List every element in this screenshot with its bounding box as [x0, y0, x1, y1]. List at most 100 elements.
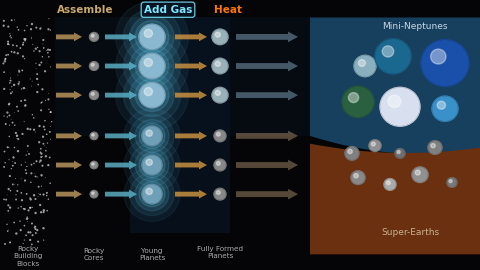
Circle shape: [124, 109, 180, 163]
Point: [47, 137, 54, 141]
Point: [2, 56, 10, 61]
Circle shape: [216, 132, 220, 136]
Circle shape: [415, 170, 420, 175]
Point: [13, 25, 21, 29]
Point: [11, 18, 18, 22]
Point: [47, 110, 54, 114]
Point: [37, 60, 45, 65]
Point: [5, 42, 13, 47]
Circle shape: [372, 142, 375, 146]
Point: [36, 150, 44, 154]
Point: [12, 177, 19, 181]
Circle shape: [388, 95, 401, 107]
Point: [6, 205, 14, 210]
Point: [26, 127, 34, 131]
Circle shape: [215, 32, 220, 37]
Polygon shape: [175, 131, 207, 140]
Point: [18, 68, 26, 73]
Point: [45, 163, 52, 167]
Point: [5, 157, 13, 162]
Point: [28, 36, 36, 40]
Point: [32, 174, 39, 178]
Point: [14, 137, 22, 141]
Circle shape: [359, 60, 365, 66]
Point: [23, 23, 31, 28]
Point: [19, 132, 26, 136]
Point: [15, 28, 23, 32]
Point: [6, 240, 14, 245]
Circle shape: [386, 181, 390, 185]
Point: [39, 154, 47, 158]
Point: [21, 224, 28, 228]
Circle shape: [146, 130, 152, 136]
Point: [7, 36, 15, 40]
Point: [37, 155, 45, 159]
Polygon shape: [105, 131, 137, 140]
Point: [36, 192, 44, 197]
Point: [30, 193, 38, 197]
Circle shape: [123, 38, 180, 94]
Point: [31, 225, 38, 230]
Point: [24, 144, 32, 148]
Point: [45, 16, 53, 21]
Circle shape: [351, 171, 365, 184]
Point: [2, 197, 10, 202]
Point: [20, 207, 27, 211]
Circle shape: [123, 68, 180, 123]
Point: [16, 219, 24, 223]
Circle shape: [447, 178, 457, 187]
Point: [37, 101, 45, 105]
Point: [38, 100, 46, 104]
Polygon shape: [175, 62, 207, 70]
Point: [34, 239, 42, 244]
Point: [39, 42, 47, 46]
Point: [24, 215, 31, 219]
Circle shape: [215, 61, 220, 66]
Circle shape: [91, 93, 94, 95]
Circle shape: [142, 126, 162, 146]
Point: [25, 152, 33, 156]
Circle shape: [144, 58, 153, 66]
Circle shape: [130, 144, 174, 186]
Circle shape: [212, 29, 228, 45]
Point: [9, 90, 16, 94]
Point: [24, 219, 31, 224]
Point: [31, 224, 39, 228]
Point: [47, 110, 55, 114]
Circle shape: [139, 123, 165, 148]
Circle shape: [146, 159, 152, 166]
Point: [19, 54, 27, 59]
Circle shape: [90, 161, 98, 169]
Point: [13, 136, 21, 141]
Polygon shape: [105, 190, 137, 198]
Circle shape: [428, 141, 442, 154]
Circle shape: [139, 181, 165, 207]
Point: [13, 133, 21, 138]
Point: [40, 192, 48, 197]
Circle shape: [375, 39, 411, 74]
Point: [45, 107, 53, 112]
Circle shape: [437, 101, 445, 109]
Circle shape: [135, 148, 169, 181]
Circle shape: [354, 174, 358, 178]
Circle shape: [91, 34, 94, 37]
Point: [29, 233, 36, 237]
Point: [27, 197, 35, 201]
Point: [32, 61, 40, 65]
Point: [33, 159, 40, 163]
Point: [14, 73, 22, 77]
Point: [34, 45, 41, 50]
Circle shape: [380, 87, 420, 126]
Circle shape: [90, 190, 98, 198]
Circle shape: [124, 167, 180, 221]
Circle shape: [130, 74, 174, 117]
Point: [46, 130, 54, 134]
Point: [45, 27, 52, 31]
Circle shape: [135, 119, 169, 152]
Text: Rocky
Building
Blocks: Rocky Building Blocks: [13, 246, 43, 266]
Point: [6, 174, 14, 178]
Point: [39, 134, 47, 139]
Point: [36, 140, 43, 144]
Point: [4, 42, 12, 46]
Circle shape: [91, 63, 94, 66]
